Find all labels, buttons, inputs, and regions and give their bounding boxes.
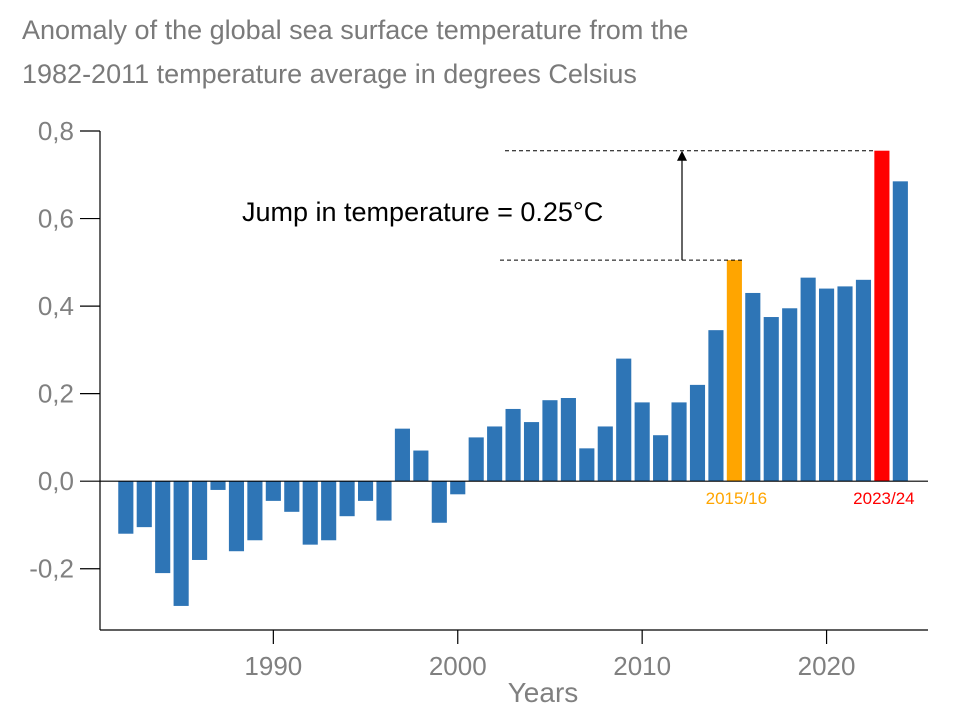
bar-1987 (210, 481, 226, 490)
bar-2024 (892, 181, 908, 482)
y-tick-label: 0,0 (38, 466, 74, 496)
bar-1989 (247, 481, 263, 541)
bar-2003 (505, 408, 521, 482)
bar-2008 (597, 426, 613, 482)
bar-2001 (468, 437, 484, 482)
bar-1983 (136, 481, 152, 528)
bar-2015 (726, 260, 742, 482)
bar-1997 (394, 428, 410, 482)
bar-2016 (745, 292, 761, 482)
bar-1992 (302, 481, 318, 545)
bar-2017 (763, 317, 779, 482)
y-tick-label: 0,2 (38, 379, 74, 409)
bar-2018 (782, 308, 798, 482)
bar-2006 (560, 398, 576, 482)
x-axis-label: Years (508, 677, 579, 708)
bar-2021 (837, 286, 853, 482)
bar-1996 (376, 481, 392, 521)
chart-title-line-1: Anomaly of the global sea surface temper… (22, 15, 689, 45)
bar-2020 (819, 288, 835, 482)
bar-1998 (413, 450, 429, 482)
bar-2002 (487, 426, 503, 482)
y-tick-label: 0,4 (38, 291, 74, 321)
highlight-label-2023: 2023/24 (853, 489, 914, 508)
bar-2014 (708, 330, 724, 482)
annotations-group: Jump in temperature = 0.25°C (242, 150, 875, 261)
bar-2019 (800, 277, 816, 482)
bar-2011 (653, 435, 669, 482)
bar-1984 (155, 481, 171, 574)
bar-1993 (321, 481, 337, 541)
bar-1982 (118, 481, 134, 534)
x-tick-label: 2010 (613, 651, 671, 681)
y-tick-label: -0,2 (29, 554, 74, 584)
axes-group: 0,8 0,6 0,4 0,2 0,0 -0,2 1990 2000 2010 2020 Years… (29, 116, 928, 708)
bar-2012 (671, 402, 687, 482)
bar-2013 (689, 384, 706, 482)
x-tick-label: 2000 (429, 651, 487, 681)
bar-2000 (450, 481, 466, 495)
bar-1990 (265, 481, 281, 501)
chart-title: Anomaly of the global sea surface temper… (22, 8, 922, 96)
jump-arrow-head (677, 150, 687, 161)
bar-1999 (431, 481, 447, 523)
x-tick-label: 1990 (244, 651, 302, 681)
bar-1985 (173, 481, 189, 606)
bar-1986 (192, 481, 208, 560)
highlight-label-2015: 2015/16 (706, 489, 767, 508)
bar-2009 (616, 358, 632, 482)
jump-annotation-text: Jump in temperature = 0.25°C (242, 197, 603, 227)
bar-2004 (523, 422, 540, 482)
bar-2005 (542, 400, 558, 482)
bar-2023 (874, 150, 890, 482)
bars-group (118, 150, 908, 606)
bar-1988 (228, 481, 245, 552)
bar-1995 (357, 481, 374, 501)
chart-title-line-2: 1982-2011 temperature average in degrees… (22, 59, 637, 89)
bar-2010 (634, 402, 650, 482)
bar-1991 (284, 481, 300, 512)
y-tick-label: 0,8 (38, 116, 74, 146)
bar-1994 (339, 481, 355, 517)
bar-2007 (579, 448, 595, 482)
y-tick-label: 0,6 (38, 204, 74, 234)
bar-2022 (855, 279, 872, 482)
x-tick-label: 2020 (798, 651, 856, 681)
